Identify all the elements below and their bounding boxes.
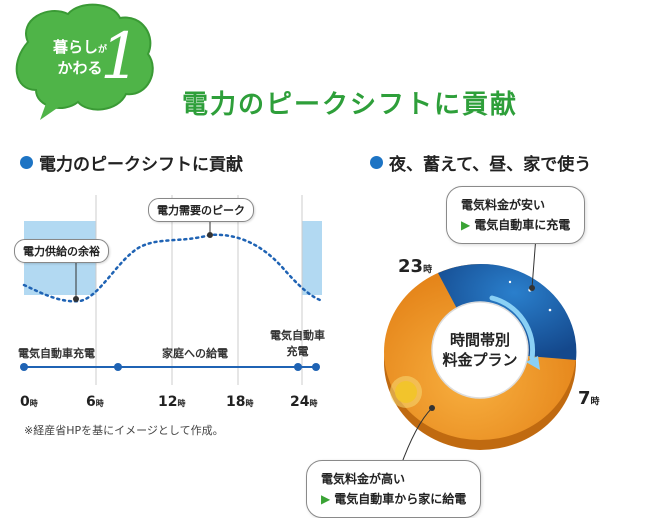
bullet-dot-icon	[370, 156, 383, 169]
center-label-line2: 料金プラン	[442, 351, 518, 369]
badge-line2: かわる	[57, 59, 103, 77]
axis-tick-18: 18時	[226, 394, 254, 410]
page-title: 電力のピークシフトに貢献	[182, 90, 519, 120]
callout-peak: 電力需要のピーク	[148, 198, 254, 222]
timeline-ev-charge: 電気自動車充電	[18, 347, 95, 360]
right-section-title-text: 夜、蓄えて、昼、家で使う	[389, 155, 592, 175]
axis-tick-24: 24時	[290, 394, 318, 410]
hour-23-label: 23時	[398, 256, 433, 277]
axis-tick-12: 12時	[158, 394, 186, 410]
badge-cloud	[15, 3, 154, 120]
bubble-expensive-line2: 電気自動車から家に給電	[334, 492, 467, 506]
bubble-expensive-rate: 電気料金が高い ▶ 電気自動車から家に給電	[306, 460, 482, 518]
badge-line1-small: が	[98, 45, 108, 55]
demand-curve-line	[22, 233, 322, 303]
bubble-cheap-rate: 電気料金が安い ▶ 電気自動車に充電	[446, 186, 586, 244]
bullet-dot-icon	[20, 156, 33, 169]
badge-line1: 暮らし	[52, 38, 98, 56]
bubble-cheap-line1: 電気料金が安い	[461, 198, 546, 212]
badge-number: 1	[100, 20, 141, 94]
triangle-right-icon: ▶	[461, 218, 471, 232]
left-section-title-text: 電力のピークシフトに貢献	[39, 155, 243, 175]
timeline-home-supply: 家庭への給電	[162, 347, 228, 360]
bubble-expensive-line1: 電気料金が高い	[321, 472, 406, 486]
axis-tick-6: 6時	[86, 394, 104, 410]
triangle-right-icon: ▶	[321, 492, 331, 506]
callout-supply: 電力供給の余裕	[14, 239, 109, 263]
bubble-cheap-line2: 電気自動車に充電	[474, 218, 571, 232]
timeline-ev-charge-2-line2: 充電	[286, 345, 309, 358]
timeline-ev-charge-2: 電気自動車 充電	[270, 328, 325, 360]
source-note: ※経産省HPを基にイメージとして作成。	[24, 424, 224, 437]
night-band-right	[302, 221, 322, 295]
right-section-title: 夜、蓄えて、昼、家で使う	[370, 150, 591, 175]
center-label-line1: 時間帯別	[449, 331, 510, 349]
center-label: 時間帯別 料金プラン	[440, 330, 520, 370]
sun-icon	[390, 376, 422, 408]
timeline-ev-charge-2-line1: 電気自動車	[270, 329, 325, 342]
axis-tick-0: 0時	[20, 394, 38, 410]
badge-text: 暮らしが かわる	[40, 38, 120, 77]
hour-7-label: 7時	[578, 388, 600, 409]
left-section-title: 電力のピークシフトに貢献	[20, 150, 243, 175]
